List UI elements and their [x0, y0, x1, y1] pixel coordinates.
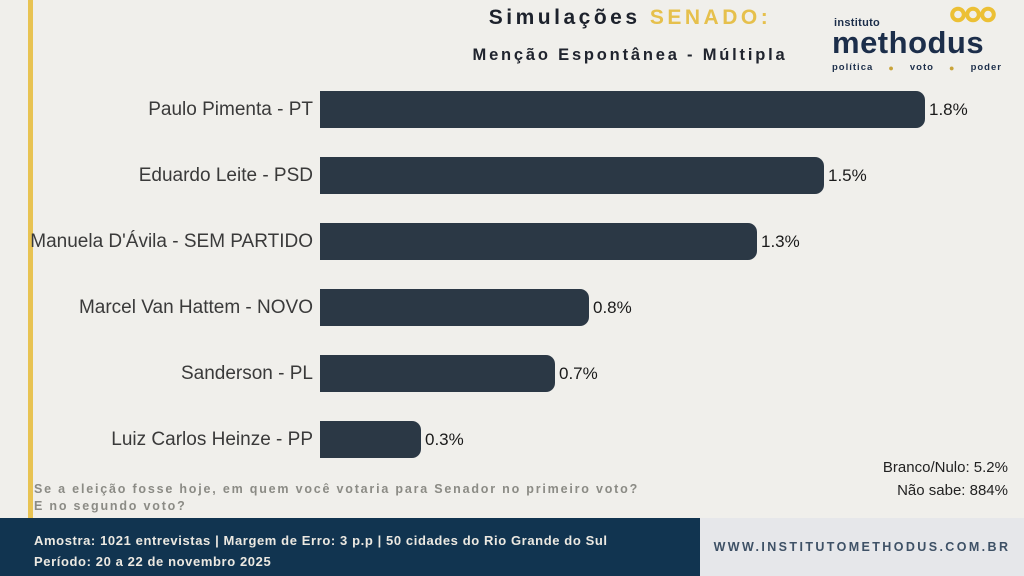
title-accent: SENADO: [649, 6, 772, 29]
note-branco-nulo: Branco/Nulo: 5.2% [882, 459, 1008, 476]
bar-value: 1.5% [828, 165, 867, 185]
footer-website-panel: WWW.INSTITUTOMETHODUS.COM.BR [700, 518, 1024, 576]
chart-row: Luiz Carlos Heinze - PP 0.3% [0, 421, 1024, 458]
page-subtitle: Menção Espontânea - Múltipla [472, 46, 788, 64]
bar-label: Sanderson - PL [180, 362, 313, 384]
bar [320, 355, 555, 392]
question-line2: E no segundo voto? [34, 499, 187, 513]
bar-label: Manuela D'Ávila - SEM PARTIDO [30, 230, 313, 252]
bar-label: Marcel Van Hattem - NOVO [78, 296, 313, 318]
chart-rows: Paulo Pimenta - PT 1.8% Eduardo Leite - PS… [0, 91, 1024, 458]
logo-text-methodus: methodus [832, 25, 985, 60]
bar-value: 0.8% [593, 297, 632, 317]
bar-value: 0.3% [425, 429, 464, 449]
title-main: Simulações [488, 6, 641, 29]
footer-sample-line: Amostra: 1021 entrevistas | Margem de Er… [34, 533, 608, 548]
chart-notes: Branco/Nulo: 5.2% Não sabe: 884% [883, 456, 1008, 502]
bar-value: 1.8% [929, 99, 968, 119]
chart-header: Simulações SENADO: Menção Espontânea - M… [330, 6, 930, 65]
bar [320, 223, 757, 260]
logo-tagline: política ● voto ● poder [832, 62, 1002, 73]
bar-label: Paulo Pimenta - PT [148, 98, 313, 120]
tagline-dot-icon: ● [888, 62, 895, 73]
bar [320, 91, 925, 128]
chart-row: Marcel Van Hattem - NOVO 0.8% [0, 289, 1024, 326]
triple-rings-icon [950, 6, 996, 28]
institute-logo: instituto methodus política ● voto ● pod… [832, 6, 1002, 73]
bar [320, 289, 589, 326]
question-line1: Se a eleição fosse hoje, em quem você vo… [34, 482, 640, 496]
footer-period-line: Período: 20 a 22 de novembro 2025 [34, 554, 272, 569]
logo-text-instituto: instituto [834, 17, 881, 29]
website-link[interactable]: WWW.INSTITUTOMETHODUS.COM.BR [713, 540, 1011, 554]
bar-label: Eduardo Leite - PSD [138, 164, 313, 186]
tagline-voto: voto [909, 62, 934, 73]
bar-value: 0.7% [559, 363, 598, 383]
chart-row: Paulo Pimenta - PT 1.8% [0, 91, 1024, 128]
bar [320, 157, 824, 194]
tagline-poder: poder [970, 62, 1002, 73]
survey-question: Se a eleição fosse hoje, em quem você vo… [34, 481, 639, 515]
note-nao-sabe: Não sabe: 884% [897, 482, 1008, 499]
footer-methodology: Amostra: 1021 entrevistas | Margem de Er… [0, 518, 700, 576]
chart-row: Sanderson - PL 0.7% [0, 355, 1024, 392]
accent-vertical-line [28, 0, 33, 518]
bar [320, 421, 421, 458]
bar-label: Luiz Carlos Heinze - PP [111, 428, 313, 450]
chart-row: Manuela D'Ávila - SEM PARTIDO 1.3% [0, 223, 1024, 260]
page-title: Simulações SENADO: [330, 6, 930, 30]
tagline-dot-icon: ● [949, 62, 956, 73]
chart-row: Eduardo Leite - PSD 1.5% [0, 157, 1024, 194]
tagline-politica: política [832, 62, 874, 73]
bar-value: 1.3% [761, 231, 800, 251]
